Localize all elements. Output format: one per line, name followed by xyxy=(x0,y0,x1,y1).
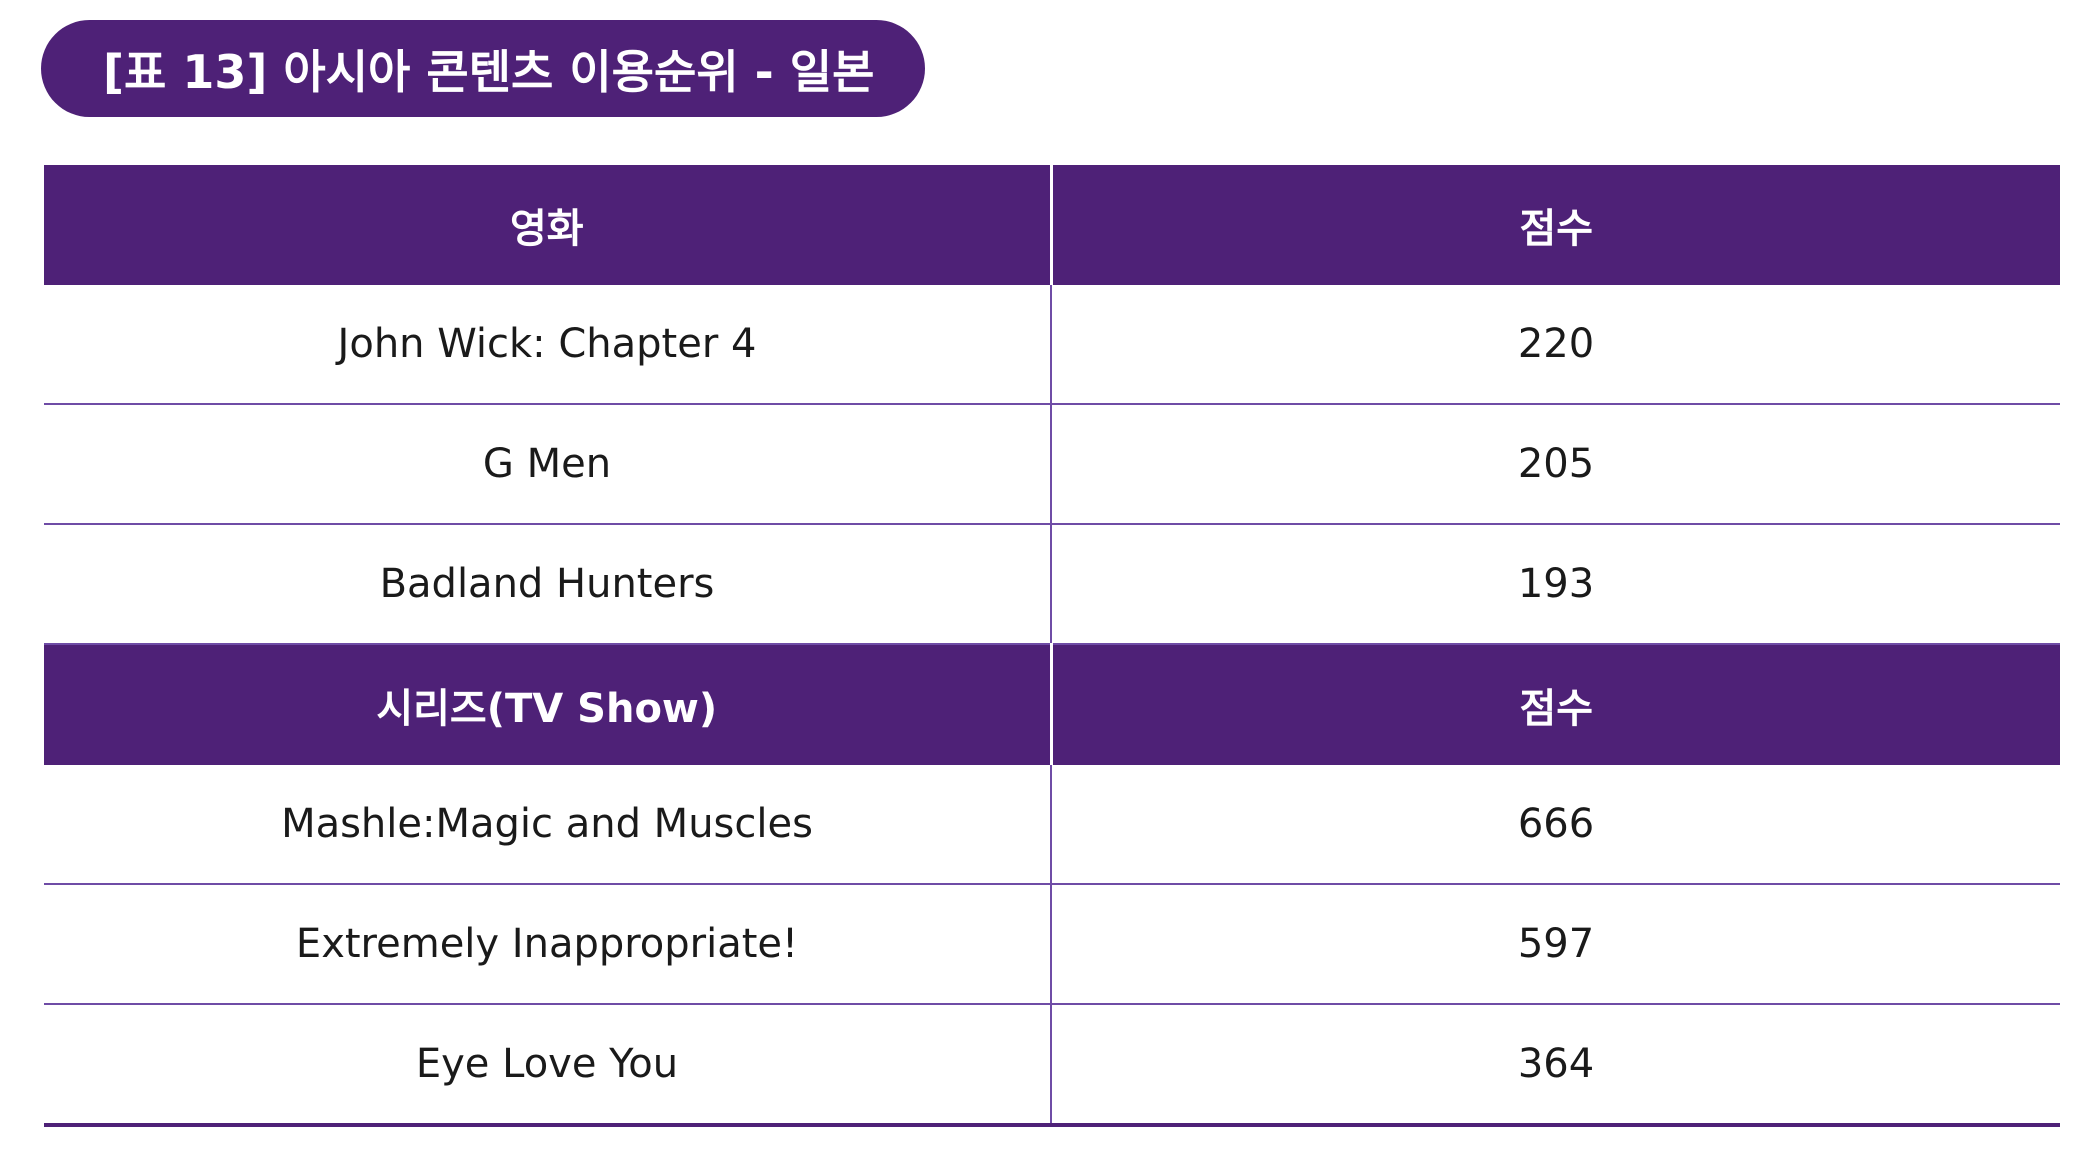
series-score-cell: 364 xyxy=(1051,1004,2060,1127)
movie-score-cell: 220 xyxy=(1051,285,2060,405)
movie-header-label: 영화 xyxy=(44,165,1053,285)
series-title-cell: Extremely Inappropriate! xyxy=(44,884,1052,1005)
japan-content-ranking-table: 영화 점수 John Wick: Chapter 4 220 G Men 205… xyxy=(44,165,2060,1127)
movie-score-header-label: 점수 xyxy=(1051,165,2060,285)
table-row: Mashle:Magic and Muscles 666 xyxy=(44,765,2060,885)
movie-title-cell: G Men xyxy=(44,404,1052,525)
table-row: Extremely Inappropriate! 597 xyxy=(44,884,2060,1005)
series-score-cell: 666 xyxy=(1051,765,2060,885)
table-row: Badland Hunters 193 xyxy=(44,524,2060,645)
movie-score-cell: 193 xyxy=(1051,524,2060,645)
movie-header-row: 영화 점수 xyxy=(44,165,2060,285)
table-row: Eye Love You 364 xyxy=(44,1004,2060,1127)
series-score-header-label: 점수 xyxy=(1051,644,2060,765)
series-title-cell: Mashle:Magic and Muscles xyxy=(44,765,1052,885)
table-title: [표 13] 아시아 콘텐츠 이용순위 - 일본 xyxy=(41,20,925,117)
series-header-label: 시리즈(TV Show) xyxy=(44,644,1053,765)
series-header-row: 시리즈(TV Show) 점수 xyxy=(44,644,2060,765)
movie-title-cell: John Wick: Chapter 4 xyxy=(44,285,1052,405)
movie-title-cell: Badland Hunters xyxy=(44,524,1052,645)
table-row: G Men 205 xyxy=(44,404,2060,525)
table-row: John Wick: Chapter 4 220 xyxy=(44,285,2060,405)
movie-score-cell: 205 xyxy=(1051,404,2060,525)
series-score-cell: 597 xyxy=(1051,884,2060,1005)
series-title-cell: Eye Love You xyxy=(44,1004,1052,1127)
